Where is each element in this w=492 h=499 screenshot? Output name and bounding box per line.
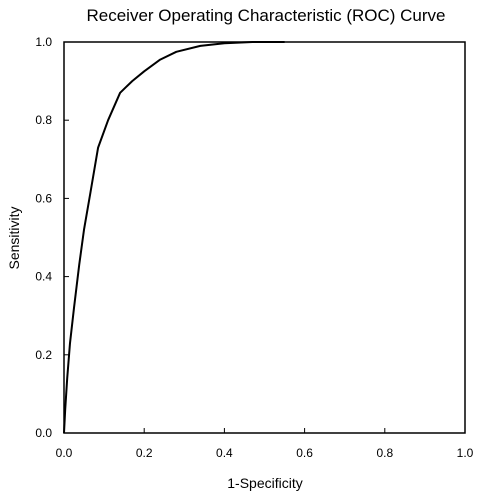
series-layer — [63, 41, 285, 434]
chart-title: Receiver Operating Characteristic (ROC) … — [87, 6, 446, 25]
plot-frame — [63, 41, 466, 434]
x-axis-label: 1-Specificity — [227, 475, 302, 491]
y-axis-ticks: 0.0 0.2 0.4 0.6 0.8 1.0 — [35, 35, 69, 440]
y-tick-label: 0.6 — [35, 191, 52, 205]
x-tick-label: 0.6 — [296, 446, 313, 460]
y-tick-label: 0.8 — [35, 113, 52, 127]
x-tick-label: 0.0 — [56, 446, 73, 460]
x-tick-label: 1.0 — [457, 446, 474, 460]
x-tick-label: 0.4 — [216, 446, 233, 460]
y-tick-label: 1.0 — [35, 35, 52, 49]
x-tick-label: 0.2 — [136, 446, 153, 460]
y-tick-label: 0.4 — [35, 270, 52, 284]
x-axis-ticks: 0.0 0.2 0.4 0.6 0.8 1.0 — [56, 428, 474, 460]
y-tick-label: 0.2 — [35, 348, 52, 362]
x-tick-label: 0.8 — [376, 446, 393, 460]
y-axis-label: Sensitivity — [6, 206, 22, 269]
y-tick-label: 0.0 — [35, 426, 52, 440]
roc-curve-line — [63, 41, 285, 434]
